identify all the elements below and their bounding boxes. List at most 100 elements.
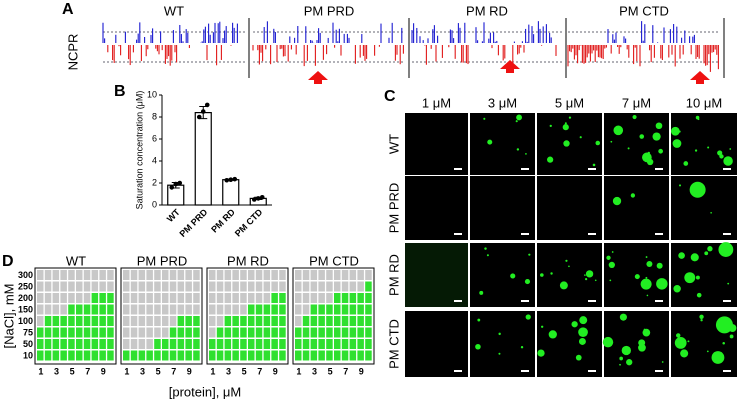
- cell: [185, 270, 192, 280]
- droplet: [683, 161, 689, 166]
- droplet: [699, 314, 704, 319]
- droplet: [672, 139, 682, 148]
- cell: [209, 316, 216, 326]
- micrograph: [604, 113, 669, 175]
- droplet: [563, 140, 570, 147]
- cell: [162, 350, 169, 361]
- cell: [60, 281, 67, 292]
- cell: [271, 281, 278, 292]
- cell: [130, 327, 138, 338]
- cell: [310, 270, 318, 280]
- cell: [185, 281, 192, 292]
- point: [177, 180, 183, 186]
- frame: [34, 267, 117, 365]
- cell: [146, 281, 153, 292]
- cell: [295, 304, 302, 315]
- cell: [263, 293, 271, 303]
- cell: [365, 339, 372, 349]
- cell: [37, 304, 44, 315]
- cell: [162, 339, 169, 349]
- cell: [68, 281, 75, 292]
- x-axis-label: [protein], μM: [169, 384, 242, 399]
- cell: [365, 316, 372, 326]
- frame: [120, 267, 203, 365]
- bar: [194, 111, 212, 206]
- cell: [169, 339, 177, 349]
- cell: [318, 327, 325, 338]
- y-axis-label: Saturation concentration (μM): [134, 91, 144, 210]
- droplet: [579, 316, 588, 325]
- cell: [60, 316, 67, 326]
- cell: [60, 270, 67, 280]
- droplet: [717, 150, 723, 156]
- cell: [224, 270, 232, 280]
- cell: [224, 339, 232, 349]
- cell: [185, 339, 192, 349]
- cell: [91, 293, 99, 303]
- subplot-title: WT: [66, 253, 86, 268]
- cell: [295, 350, 302, 361]
- droplet: [619, 313, 627, 321]
- cell: [162, 304, 169, 315]
- cell: [224, 304, 232, 315]
- droplet: [525, 314, 531, 320]
- cell: [357, 270, 364, 280]
- cell: [193, 316, 200, 326]
- cell: [193, 270, 200, 280]
- droplet: [718, 242, 734, 257]
- y-tick-label: 6: [152, 133, 157, 143]
- cell: [177, 293, 185, 303]
- cell: [295, 339, 302, 349]
- cell: [76, 316, 83, 326]
- cell: [177, 339, 185, 349]
- cell: [44, 327, 52, 338]
- cell: [302, 350, 310, 361]
- panel-letter: A: [62, 1, 74, 18]
- micrograph: [470, 176, 535, 240]
- cell: [68, 327, 75, 338]
- droplet: [516, 114, 523, 121]
- cell: [146, 350, 153, 361]
- arrow: [308, 71, 328, 84]
- x-tick-label: 9: [359, 366, 364, 376]
- cell: [146, 304, 153, 315]
- droplet: [627, 147, 630, 150]
- cell: [138, 270, 146, 280]
- droplet: [673, 285, 681, 293]
- cell: [240, 293, 247, 303]
- droplet: [626, 359, 633, 366]
- cell: [68, 270, 75, 280]
- cell: [123, 281, 130, 292]
- droplet: [704, 251, 709, 256]
- droplet: [690, 253, 699, 262]
- cell: [255, 270, 263, 280]
- cell: [334, 281, 341, 292]
- cell: [271, 316, 278, 326]
- cell: [76, 281, 83, 292]
- cell: [302, 304, 310, 315]
- micrograph: [537, 311, 602, 377]
- cell: [91, 316, 99, 326]
- cell: [334, 270, 341, 280]
- droplet: [487, 139, 493, 145]
- droplet: [646, 261, 653, 268]
- droplet: [640, 278, 652, 290]
- cell: [107, 270, 114, 280]
- cell: [99, 339, 106, 349]
- cell: [357, 339, 364, 349]
- droplet: [619, 363, 621, 366]
- cell: [302, 281, 310, 292]
- point: [173, 181, 179, 187]
- cell: [357, 304, 364, 315]
- cell: [177, 304, 185, 315]
- cell: [99, 270, 106, 280]
- x-tick-label: 7: [257, 366, 262, 376]
- cell: [326, 327, 333, 338]
- cell: [44, 293, 52, 303]
- cell: [310, 293, 318, 303]
- cell: [146, 270, 153, 280]
- cell: [334, 304, 341, 315]
- cell: [326, 316, 333, 326]
- cell: [123, 270, 130, 280]
- point: [196, 114, 202, 120]
